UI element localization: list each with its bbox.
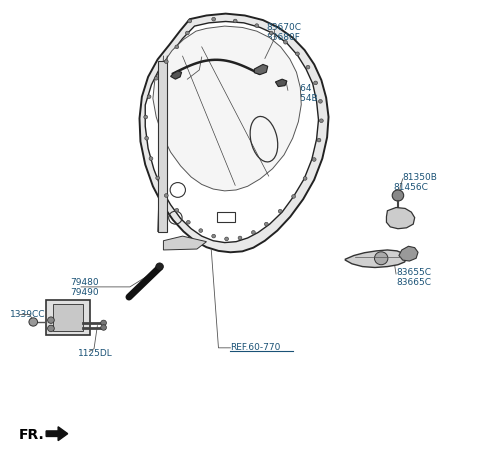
Circle shape — [101, 320, 107, 325]
Text: 83655C: 83655C — [396, 268, 431, 276]
Text: 81456C: 81456C — [393, 183, 428, 192]
Circle shape — [155, 76, 158, 80]
Circle shape — [212, 17, 216, 21]
Polygon shape — [153, 26, 301, 191]
Bar — [53, 305, 83, 331]
Polygon shape — [254, 64, 268, 75]
Circle shape — [312, 157, 316, 161]
Circle shape — [278, 209, 282, 213]
Polygon shape — [140, 13, 328, 252]
Circle shape — [306, 65, 310, 69]
Circle shape — [392, 190, 404, 201]
Circle shape — [269, 31, 273, 35]
Polygon shape — [345, 250, 407, 268]
Circle shape — [320, 119, 323, 123]
Text: 83680F: 83680F — [266, 33, 300, 42]
Polygon shape — [163, 236, 206, 250]
Circle shape — [175, 45, 179, 49]
Polygon shape — [386, 207, 415, 229]
Text: 83665C: 83665C — [396, 278, 431, 287]
Circle shape — [147, 95, 151, 99]
Text: 82661R: 82661R — [187, 46, 222, 55]
Circle shape — [238, 236, 242, 240]
Circle shape — [319, 100, 323, 103]
Polygon shape — [145, 21, 319, 243]
Text: 83670C: 83670C — [266, 23, 301, 32]
Text: 82664: 82664 — [283, 84, 312, 93]
Circle shape — [264, 222, 268, 226]
Circle shape — [145, 137, 149, 140]
Circle shape — [317, 138, 321, 142]
Circle shape — [212, 234, 216, 238]
Circle shape — [164, 194, 168, 197]
Text: 81350B: 81350B — [403, 173, 438, 181]
Polygon shape — [399, 246, 418, 261]
Text: 1125DL: 1125DL — [78, 349, 113, 358]
Circle shape — [255, 24, 259, 27]
Circle shape — [292, 194, 296, 198]
Text: FR.: FR. — [19, 428, 45, 442]
Circle shape — [233, 19, 237, 23]
Circle shape — [185, 31, 189, 35]
Circle shape — [175, 208, 179, 212]
Circle shape — [296, 52, 300, 56]
Text: 79490: 79490 — [70, 288, 99, 297]
Circle shape — [303, 176, 307, 180]
Circle shape — [29, 318, 37, 326]
Text: 1339CC: 1339CC — [10, 310, 46, 319]
Polygon shape — [157, 61, 167, 232]
Circle shape — [199, 229, 203, 232]
Circle shape — [48, 325, 54, 332]
Text: 82654B: 82654B — [283, 94, 318, 103]
Circle shape — [374, 252, 388, 265]
FancyArrow shape — [46, 427, 68, 441]
Circle shape — [144, 115, 148, 119]
Text: 82651L: 82651L — [187, 56, 221, 65]
Circle shape — [156, 263, 163, 270]
Circle shape — [164, 60, 168, 63]
Circle shape — [156, 176, 159, 180]
Circle shape — [101, 325, 107, 330]
Bar — [46, 300, 90, 335]
Bar — [217, 212, 235, 222]
Circle shape — [225, 237, 228, 241]
Text: REF.60-770: REF.60-770 — [230, 344, 281, 352]
Circle shape — [149, 156, 153, 160]
Circle shape — [188, 19, 192, 23]
Circle shape — [48, 317, 54, 323]
Polygon shape — [276, 79, 287, 87]
Circle shape — [284, 40, 288, 44]
Circle shape — [252, 231, 255, 234]
Polygon shape — [170, 71, 181, 79]
Circle shape — [186, 220, 190, 224]
Text: 79480: 79480 — [70, 278, 99, 287]
Circle shape — [314, 81, 318, 85]
